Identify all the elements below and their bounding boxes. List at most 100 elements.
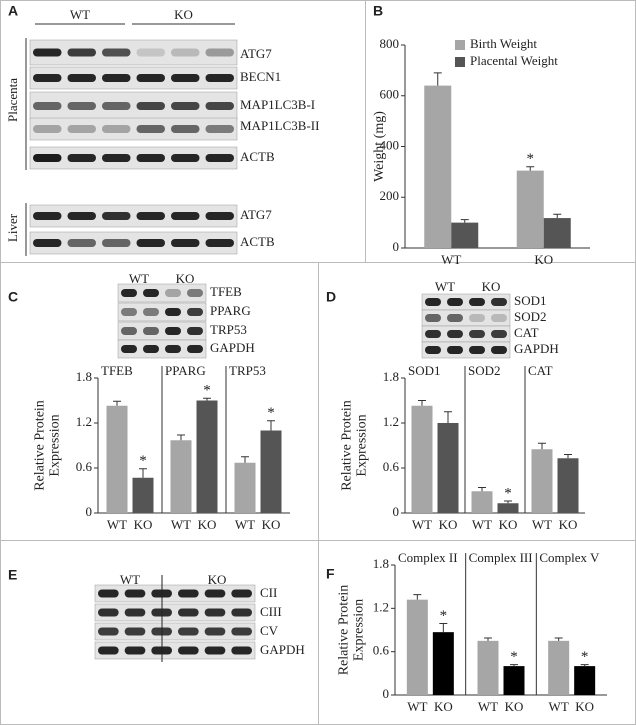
blot-band [67, 74, 96, 82]
bar [451, 222, 479, 248]
error-bar [267, 420, 275, 431]
blot-band [136, 74, 165, 82]
blot-band [178, 608, 199, 617]
blot-band [205, 48, 234, 57]
error-bar [418, 400, 426, 406]
blot-band [171, 154, 200, 162]
x-tick-label: KO [434, 699, 453, 714]
y-axis-label: Expression [352, 599, 367, 661]
blot-band [121, 327, 137, 335]
bar [497, 503, 519, 513]
bar [234, 462, 256, 513]
group-label: KO [482, 279, 501, 294]
blot-band [136, 102, 165, 110]
x-tick-label: WT [472, 517, 492, 532]
blot-band [33, 212, 62, 220]
bar [411, 405, 433, 513]
error-bar [504, 500, 512, 504]
significance-mark: * [203, 383, 211, 399]
y-axis-label: Expression [355, 414, 370, 476]
blot-band [98, 627, 119, 636]
blot-band [143, 308, 159, 316]
error-bar [433, 72, 442, 86]
blot-label: BECN1 [240, 69, 281, 84]
group-title: CAT [528, 363, 553, 378]
blot-band [171, 74, 200, 82]
bar [543, 218, 571, 248]
blot-band [447, 346, 463, 354]
bar [531, 449, 553, 513]
blot-band [67, 102, 96, 110]
group-title: TRP53 [229, 363, 266, 378]
blot-band [187, 308, 203, 316]
bar [548, 640, 570, 695]
blot-label: SOD2 [514, 309, 547, 324]
blot-band [187, 345, 203, 353]
bar [424, 85, 452, 248]
significance-mark: * [504, 485, 512, 501]
blot-band [205, 154, 234, 162]
y-tick-label: 800 [380, 36, 400, 51]
legend-label: Placental Weight [470, 53, 558, 68]
x-tick-label: KO [134, 517, 153, 532]
bar [260, 430, 282, 513]
blot-band [98, 589, 119, 598]
x-tick-label: KO [575, 699, 594, 714]
group-label: KO [174, 7, 193, 22]
blot-band [425, 298, 441, 306]
blot-band [33, 125, 62, 133]
blot-band [204, 646, 226, 655]
blot-band [231, 589, 252, 598]
bar [574, 666, 596, 695]
bar [516, 170, 544, 248]
blot-label: TFEB [210, 284, 242, 299]
blot-band [33, 48, 62, 57]
group-label: WT [70, 7, 90, 22]
bar [557, 458, 579, 513]
blot-band [187, 289, 203, 297]
bar [196, 400, 218, 513]
x-tick-label: WT [107, 517, 127, 532]
x-tick-label: KO [559, 517, 578, 532]
blot-band [165, 308, 181, 316]
y-axis-label: Relative Protein [33, 400, 48, 491]
blot [94, 584, 256, 603]
x-tick-label: KO [534, 252, 553, 267]
blot-band [124, 608, 146, 617]
blot-band [469, 314, 485, 322]
error-bar [413, 594, 422, 600]
error-bar [538, 442, 546, 450]
bar [132, 477, 154, 513]
blot [94, 622, 256, 641]
blot-band [205, 212, 234, 220]
x-tick-label: WT [532, 517, 552, 532]
x-tick-label: WT [478, 699, 498, 714]
error-bar [526, 166, 535, 171]
blot-band [124, 627, 146, 636]
blot-label: ATG7 [240, 207, 272, 222]
blot-band [469, 298, 485, 306]
significance-mark: * [139, 453, 147, 469]
blot-band [121, 345, 137, 353]
y-tick-label: 0.6 [383, 459, 400, 474]
blot-band [165, 327, 181, 335]
blot-band [124, 589, 146, 598]
blot-band [205, 102, 234, 110]
blot [117, 302, 207, 322]
group-title: Complex II [398, 550, 458, 565]
bar [477, 640, 499, 695]
blot [29, 91, 238, 121]
blot-band [187, 327, 203, 335]
blot [94, 603, 256, 622]
x-tick-label: KO [499, 517, 518, 532]
blot-band [136, 212, 165, 220]
bar [471, 491, 493, 513]
y-axis-label: Relative Protein [337, 585, 352, 676]
blot-band [136, 125, 165, 133]
blot-band [102, 212, 131, 220]
blot-band [143, 345, 159, 353]
blot-band [102, 74, 131, 82]
panel-letter: A [8, 3, 18, 19]
blot-band [165, 345, 181, 353]
blot-label: CV [260, 623, 279, 638]
